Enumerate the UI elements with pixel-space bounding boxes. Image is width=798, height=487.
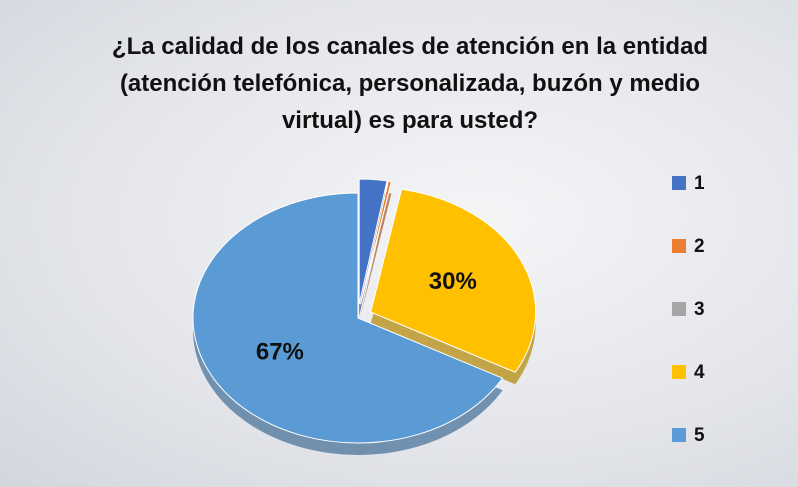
legend-label: 2 xyxy=(694,236,705,257)
legend-swatch xyxy=(672,176,686,190)
slice-side xyxy=(360,193,392,317)
data-label: 67% xyxy=(256,338,304,365)
legend-swatch xyxy=(672,365,686,379)
legend-label: 1 xyxy=(694,173,705,194)
data-label: 30% xyxy=(429,268,477,295)
legend-label: 4 xyxy=(694,362,705,383)
legend-swatch xyxy=(672,302,686,316)
slice xyxy=(360,181,393,305)
legend-label: 3 xyxy=(694,299,705,320)
pie xyxy=(192,178,537,456)
slice xyxy=(358,178,388,305)
slice xyxy=(192,192,504,444)
legend-label: 5 xyxy=(694,425,705,446)
legend-swatch xyxy=(672,428,686,442)
slice xyxy=(370,188,537,373)
chart-title: ¿La calidad de los canales de atención e… xyxy=(111,33,709,134)
legend-swatch xyxy=(672,239,686,253)
